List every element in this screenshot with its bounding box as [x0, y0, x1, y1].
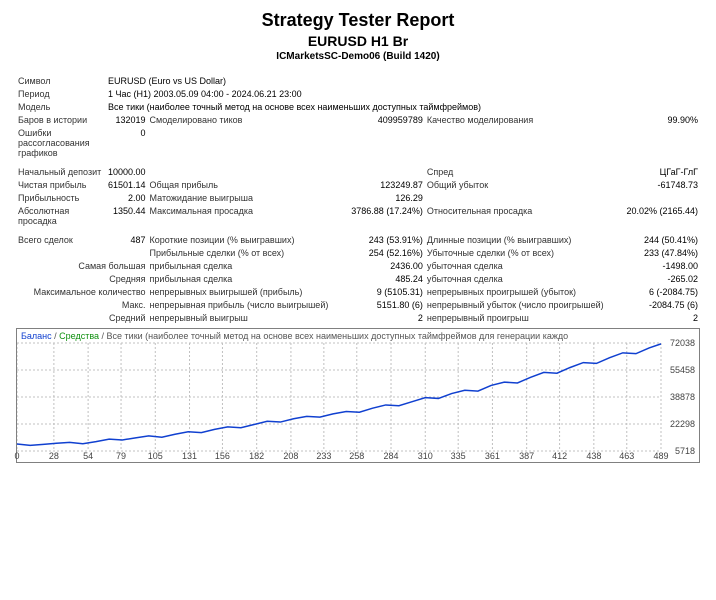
- label: Период: [16, 87, 106, 100]
- label: прибыльная сделка: [148, 259, 344, 272]
- label: убыточная сделка: [425, 259, 619, 272]
- value: 9 (5105.31): [344, 285, 425, 298]
- label: Общая прибыль: [148, 178, 344, 191]
- label: Прибыльность: [16, 191, 106, 204]
- value: -61748.73: [619, 178, 700, 191]
- value: 1350.44: [106, 204, 148, 227]
- label: Модель: [16, 100, 106, 113]
- label: прибыльная сделка: [148, 272, 344, 285]
- label: непрерывная прибыль (число выигрышей): [148, 298, 344, 311]
- stats-table: Символ EURUSD (Euro vs US Dollar) Период…: [0, 68, 716, 324]
- label: Средняя: [16, 272, 148, 285]
- label: Спред: [425, 165, 619, 178]
- label: непрерывный проигрыш: [425, 311, 619, 324]
- label: Средний: [16, 311, 148, 324]
- value: 2.00: [106, 191, 148, 204]
- label: Общий убыток: [425, 178, 619, 191]
- value: 233 (47.84%): [619, 246, 700, 259]
- label: Относительная просадка: [425, 204, 619, 227]
- value: 2: [344, 311, 425, 324]
- label: Всего сделок: [16, 233, 106, 246]
- value: 132019: [106, 113, 148, 126]
- label: Абсолютная просадка: [16, 204, 106, 227]
- report-build: ICMarketsSC-Demo06 (Build 1420): [0, 51, 716, 62]
- value: 2: [619, 311, 700, 324]
- report-title: Strategy Tester Report: [0, 10, 716, 31]
- value: ЦГаГ-ГлГ: [619, 165, 700, 178]
- label: Качество моделирования: [425, 113, 619, 126]
- label: Прибыльные сделки (% от всех): [148, 246, 344, 259]
- label: Короткие позиции (% выигравших): [148, 233, 344, 246]
- label: Самая большая: [16, 259, 148, 272]
- label: Максимальная просадка: [148, 204, 344, 227]
- value: 3786.88 (17.24%): [344, 204, 425, 227]
- value: 5151.80 (6): [344, 298, 425, 311]
- value: -1498.00: [619, 259, 700, 272]
- label: Убыточные сделки (% от всех): [425, 246, 619, 259]
- value: 254 (52.16%): [344, 246, 425, 259]
- value: 1 Час (H1) 2003.05.09 04:00 - 2024.06.21…: [106, 87, 700, 100]
- value: 126.29: [344, 191, 425, 204]
- label: убыточная сделка: [425, 272, 619, 285]
- label: Ошибки рассогласования графиков: [16, 126, 106, 159]
- label: Матожидание выигрыша: [148, 191, 344, 204]
- value: 485.24: [344, 272, 425, 285]
- balance-chart: Баланс / Средства / Все тики (наиболее т…: [16, 328, 700, 463]
- value: -2084.75 (6): [619, 298, 700, 311]
- label: Максимальное количество: [16, 285, 148, 298]
- value: 123249.87: [344, 178, 425, 191]
- value: 244 (50.41%): [619, 233, 700, 246]
- label: непрерывных проигрышей (убыток): [425, 285, 619, 298]
- value: 10000.00: [106, 165, 148, 178]
- label: Макс.: [16, 298, 148, 311]
- label: непрерывный выигрыш: [148, 311, 344, 324]
- label: Символ: [16, 74, 106, 87]
- value: 0: [106, 126, 148, 159]
- label: Длинные позиции (% выигравших): [425, 233, 619, 246]
- value: 20.02% (2165.44): [619, 204, 700, 227]
- label: Чистая прибыль: [16, 178, 106, 191]
- value: 243 (53.91%): [344, 233, 425, 246]
- value: EURUSD (Euro vs US Dollar): [106, 74, 700, 87]
- report-header: Strategy Tester Report EURUSD H1 Br ICMa…: [0, 0, 716, 68]
- value: 6 (-2084.75): [619, 285, 700, 298]
- label: Смоделировано тиков: [148, 113, 344, 126]
- label: Баров в истории: [16, 113, 106, 126]
- label: Начальный депозит: [16, 165, 106, 178]
- value: 99.90%: [619, 113, 700, 126]
- report-subtitle: EURUSD H1 Br: [0, 33, 716, 49]
- label: непрерывный убыток (число проигрышей): [425, 298, 619, 311]
- value: 487: [106, 233, 148, 246]
- value: 61501.14: [106, 178, 148, 191]
- value: Все тики (наиболее точный метод на основ…: [106, 100, 700, 113]
- value: 409959789: [344, 113, 425, 126]
- label: непрерывных выигрышей (прибыль): [148, 285, 344, 298]
- value: -265.02: [619, 272, 700, 285]
- value: 2436.00: [344, 259, 425, 272]
